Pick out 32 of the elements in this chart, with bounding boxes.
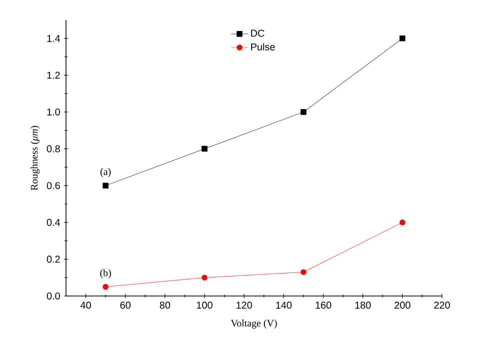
legend-label: DC [251, 30, 264, 37]
point [202, 274, 208, 280]
y-tick-label: 1.0 [47, 108, 60, 116]
x-tick-label: 60 [120, 302, 131, 309]
y-tick-label: 0.2 [46, 256, 60, 263]
point [300, 109, 306, 115]
point [400, 220, 406, 226]
x-tick-label: 140 [276, 302, 292, 309]
annotation: (a) [100, 168, 111, 178]
x-tick-label: 200 [394, 302, 410, 309]
y-tick-label: 1.2 [47, 72, 60, 79]
point [102, 284, 108, 290]
x-tick-label: 160 [316, 302, 332, 309]
point [202, 146, 208, 152]
y-tick-label: 1.4 [47, 34, 60, 42]
point [300, 269, 306, 275]
y-tick-label: 0.8 [46, 145, 60, 152]
y-tick-label: 0.6 [46, 182, 60, 190]
x-tick-label: 80 [160, 302, 170, 309]
x-axis-title: Voltage (V) [230, 320, 277, 329]
x-tick-label: 100 [196, 302, 212, 309]
x-tick-label: 180 [355, 302, 371, 309]
y-tick-label: 0.4 [46, 218, 60, 226]
x-tick-label: 120 [236, 302, 252, 309]
x-tick-label: 40 [80, 302, 91, 309]
x-tick-label: 220 [434, 302, 450, 309]
point [102, 182, 108, 188]
legend-label: Pulse [251, 43, 275, 50]
y-tick-label: 0.0 [46, 292, 60, 300]
annotation: (b) [100, 269, 111, 278]
y-axis-title: Roughness (μm) [30, 126, 40, 190]
point [400, 36, 406, 42]
